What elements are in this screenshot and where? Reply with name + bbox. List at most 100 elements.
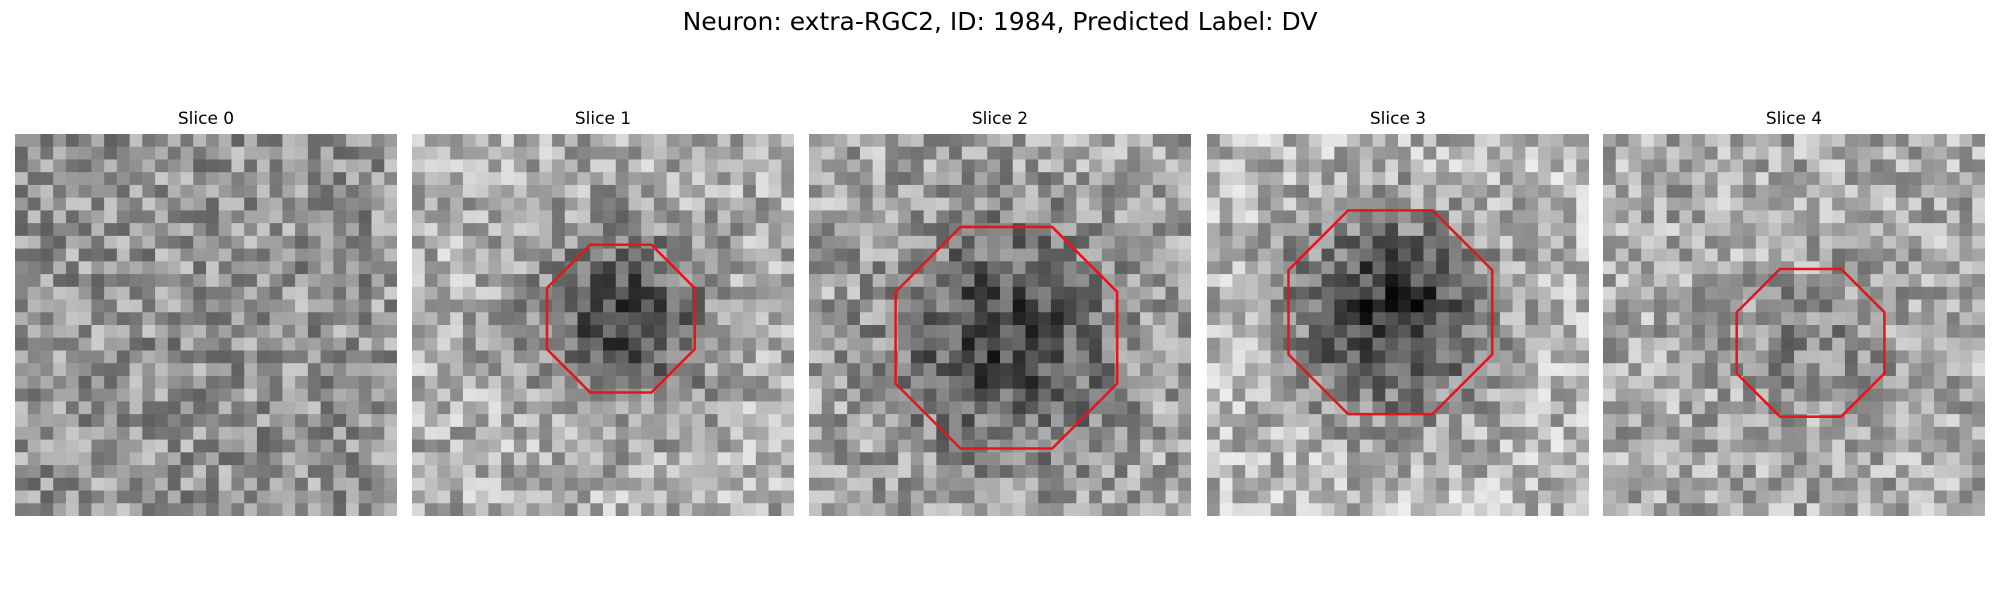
pixel <box>371 439 385 453</box>
pixel <box>513 325 528 339</box>
pixel <box>333 401 347 415</box>
pixel <box>244 490 258 504</box>
pixel <box>949 210 963 224</box>
pixel <box>1832 439 1846 453</box>
pixel <box>1101 235 1116 250</box>
pixel <box>424 452 439 466</box>
pixel <box>1946 184 1961 199</box>
pixel <box>1883 223 1897 237</box>
pixel <box>666 401 681 415</box>
pixel <box>1806 172 1821 186</box>
pixel <box>1127 426 1141 441</box>
pixel <box>1347 261 1361 275</box>
pixel <box>450 197 464 212</box>
pixel <box>781 414 794 428</box>
pixel <box>155 490 169 504</box>
pixel <box>1423 350 1437 364</box>
pixel <box>1946 248 1961 262</box>
pixel <box>1178 439 1191 453</box>
pixel <box>1347 452 1361 466</box>
pixel <box>1550 490 1565 504</box>
pixel <box>872 490 887 504</box>
pixel <box>1870 184 1884 199</box>
pixel <box>346 465 360 479</box>
pixel <box>1883 401 1897 415</box>
pixel <box>218 490 233 504</box>
pixel <box>1717 375 1731 390</box>
pixel <box>1844 503 1859 516</box>
pixel <box>1012 337 1027 352</box>
pixel <box>269 452 284 466</box>
pixel <box>269 184 284 199</box>
pixel <box>910 210 925 224</box>
pixel <box>1857 299 1872 313</box>
pixel <box>603 159 617 173</box>
pixel <box>755 274 770 288</box>
pixel <box>1487 337 1501 352</box>
pixel <box>1692 350 1706 364</box>
pixel <box>1794 159 1808 173</box>
pixel <box>104 312 118 326</box>
pixel <box>1423 426 1437 441</box>
pixel <box>847 490 861 504</box>
pixel <box>781 223 794 237</box>
pixel <box>1178 134 1191 148</box>
pixel <box>501 414 515 428</box>
pixel <box>384 490 397 504</box>
pixel <box>1755 325 1770 339</box>
pixel <box>307 159 322 173</box>
pixel <box>167 159 182 173</box>
pixel <box>1704 337 1719 352</box>
pixel <box>1140 235 1154 250</box>
pixel <box>1178 490 1191 504</box>
image-panel <box>15 134 397 516</box>
pixel <box>155 235 169 250</box>
pixel <box>1385 477 1399 492</box>
pixel <box>1857 325 1872 339</box>
pixel <box>333 414 347 428</box>
pixel <box>1666 452 1681 466</box>
pixel <box>743 503 757 516</box>
pixel <box>1679 350 1693 364</box>
pixel <box>872 286 887 301</box>
pixel <box>1857 503 1872 516</box>
pixel <box>129 490 143 504</box>
pixel <box>1127 210 1141 224</box>
pixel <box>1165 146 1179 161</box>
pixel <box>1474 299 1488 313</box>
pixel <box>129 337 143 352</box>
pixel <box>949 134 963 148</box>
pixel <box>269 197 284 212</box>
pixel <box>282 223 296 237</box>
pixel <box>1819 172 1833 186</box>
pixel <box>180 439 194 453</box>
pixel <box>1666 325 1681 339</box>
pixel <box>1089 312 1103 326</box>
pixel <box>910 426 925 441</box>
pixel <box>91 388 105 403</box>
pixel <box>590 388 604 403</box>
pixel <box>834 388 848 403</box>
pixel <box>180 286 194 301</box>
pixel <box>577 261 591 275</box>
pixel <box>1525 452 1539 466</box>
pixel <box>768 146 782 161</box>
pixel <box>1038 261 1052 275</box>
pixel <box>475 452 490 466</box>
pixel <box>1550 197 1565 212</box>
pixel <box>885 248 899 262</box>
pixel <box>142 401 156 415</box>
pixel <box>1755 312 1770 326</box>
pixel <box>167 312 182 326</box>
pixel <box>1012 210 1027 224</box>
pixel <box>1050 465 1065 479</box>
pixel <box>910 146 925 161</box>
pixel <box>1794 235 1808 250</box>
pixel <box>424 210 439 224</box>
pixel <box>526 172 540 186</box>
pixel <box>206 401 220 415</box>
pixel <box>1499 223 1514 237</box>
pixel <box>1308 184 1323 199</box>
pixel <box>1410 286 1425 301</box>
pixel <box>603 286 617 301</box>
